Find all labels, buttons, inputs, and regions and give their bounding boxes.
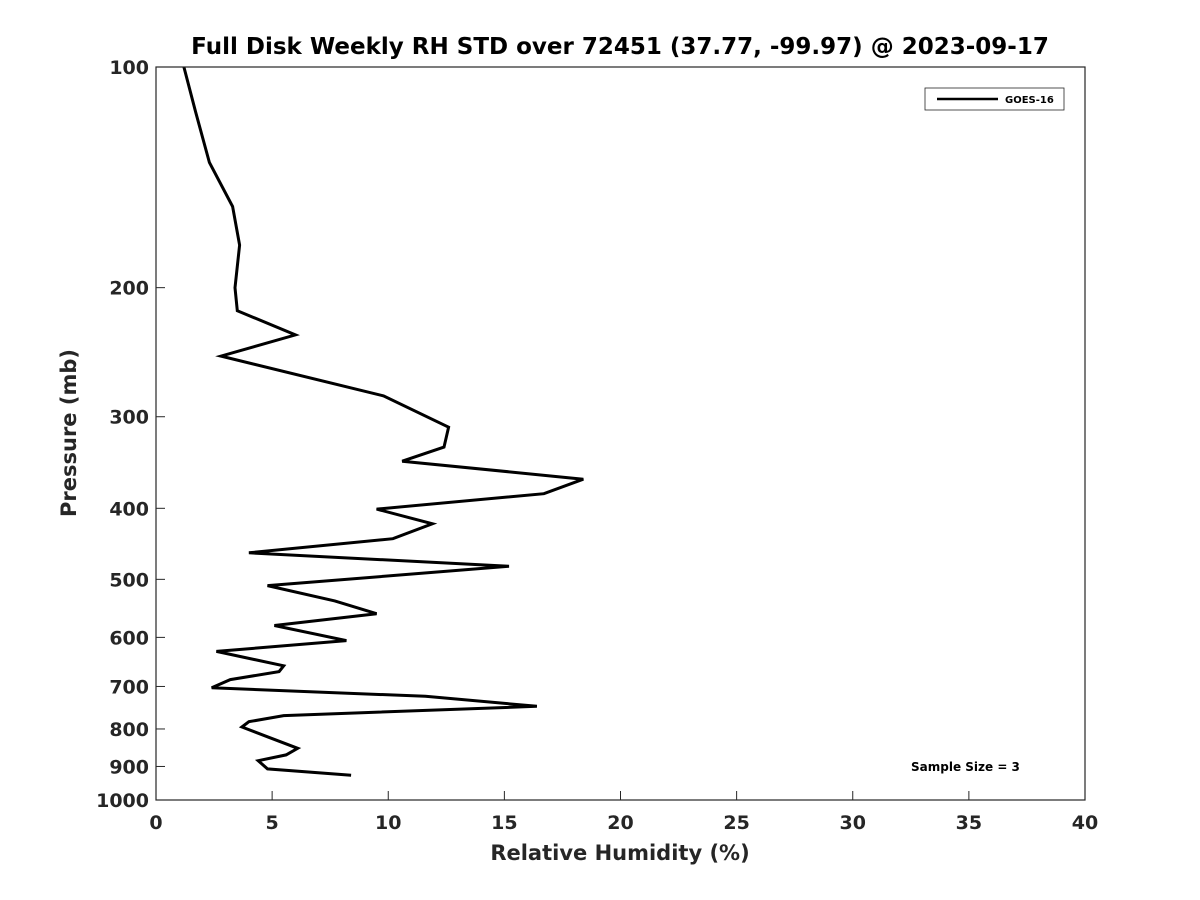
x-tick-label: 0 <box>149 812 162 834</box>
x-tick-label: 40 <box>1072 812 1098 834</box>
chart-title: Full Disk Weekly RH STD over 72451 (37.7… <box>191 34 1049 60</box>
y-tick-label: 800 <box>109 719 149 741</box>
y-tick-label: 500 <box>109 569 149 591</box>
x-tick-label: 5 <box>266 812 279 834</box>
y-axis-label: Pressure (mb) <box>57 349 81 517</box>
y-tick-label: 700 <box>109 676 149 698</box>
y-tick-label: 300 <box>109 407 149 429</box>
x-tick-label: 15 <box>491 812 517 834</box>
y-tick-label: 600 <box>109 627 149 649</box>
axis-ticks: 0 5 10 15 20 25 30 35 40 100 200 300 400 500 600 700 800… <box>96 57 1098 834</box>
x-tick-label: 35 <box>956 812 982 834</box>
plot-area-frame <box>155 66 1086 801</box>
y-tick-label: 200 <box>109 278 149 300</box>
y-tick-label: 100 <box>109 57 149 79</box>
x-tick-label: 20 <box>607 812 633 834</box>
sample-size-annotation: Sample Size = 3 <box>911 760 1020 774</box>
y-tick-label: 1000 <box>96 790 149 812</box>
x-tick-label: 25 <box>723 812 749 834</box>
legend-label-goes-16: GOES-16 <box>1005 95 1054 106</box>
x-tick-label: 30 <box>840 812 866 834</box>
y-tick-label: 900 <box>109 756 149 778</box>
series-layer <box>182 66 584 777</box>
x-axis-label: Relative Humidity (%) <box>490 841 749 865</box>
y-tick-label: 400 <box>109 498 149 520</box>
legend: GOES-16 <box>924 87 1065 111</box>
x-tick-label: 10 <box>375 812 401 834</box>
series-line-goes-16 <box>182 66 584 777</box>
